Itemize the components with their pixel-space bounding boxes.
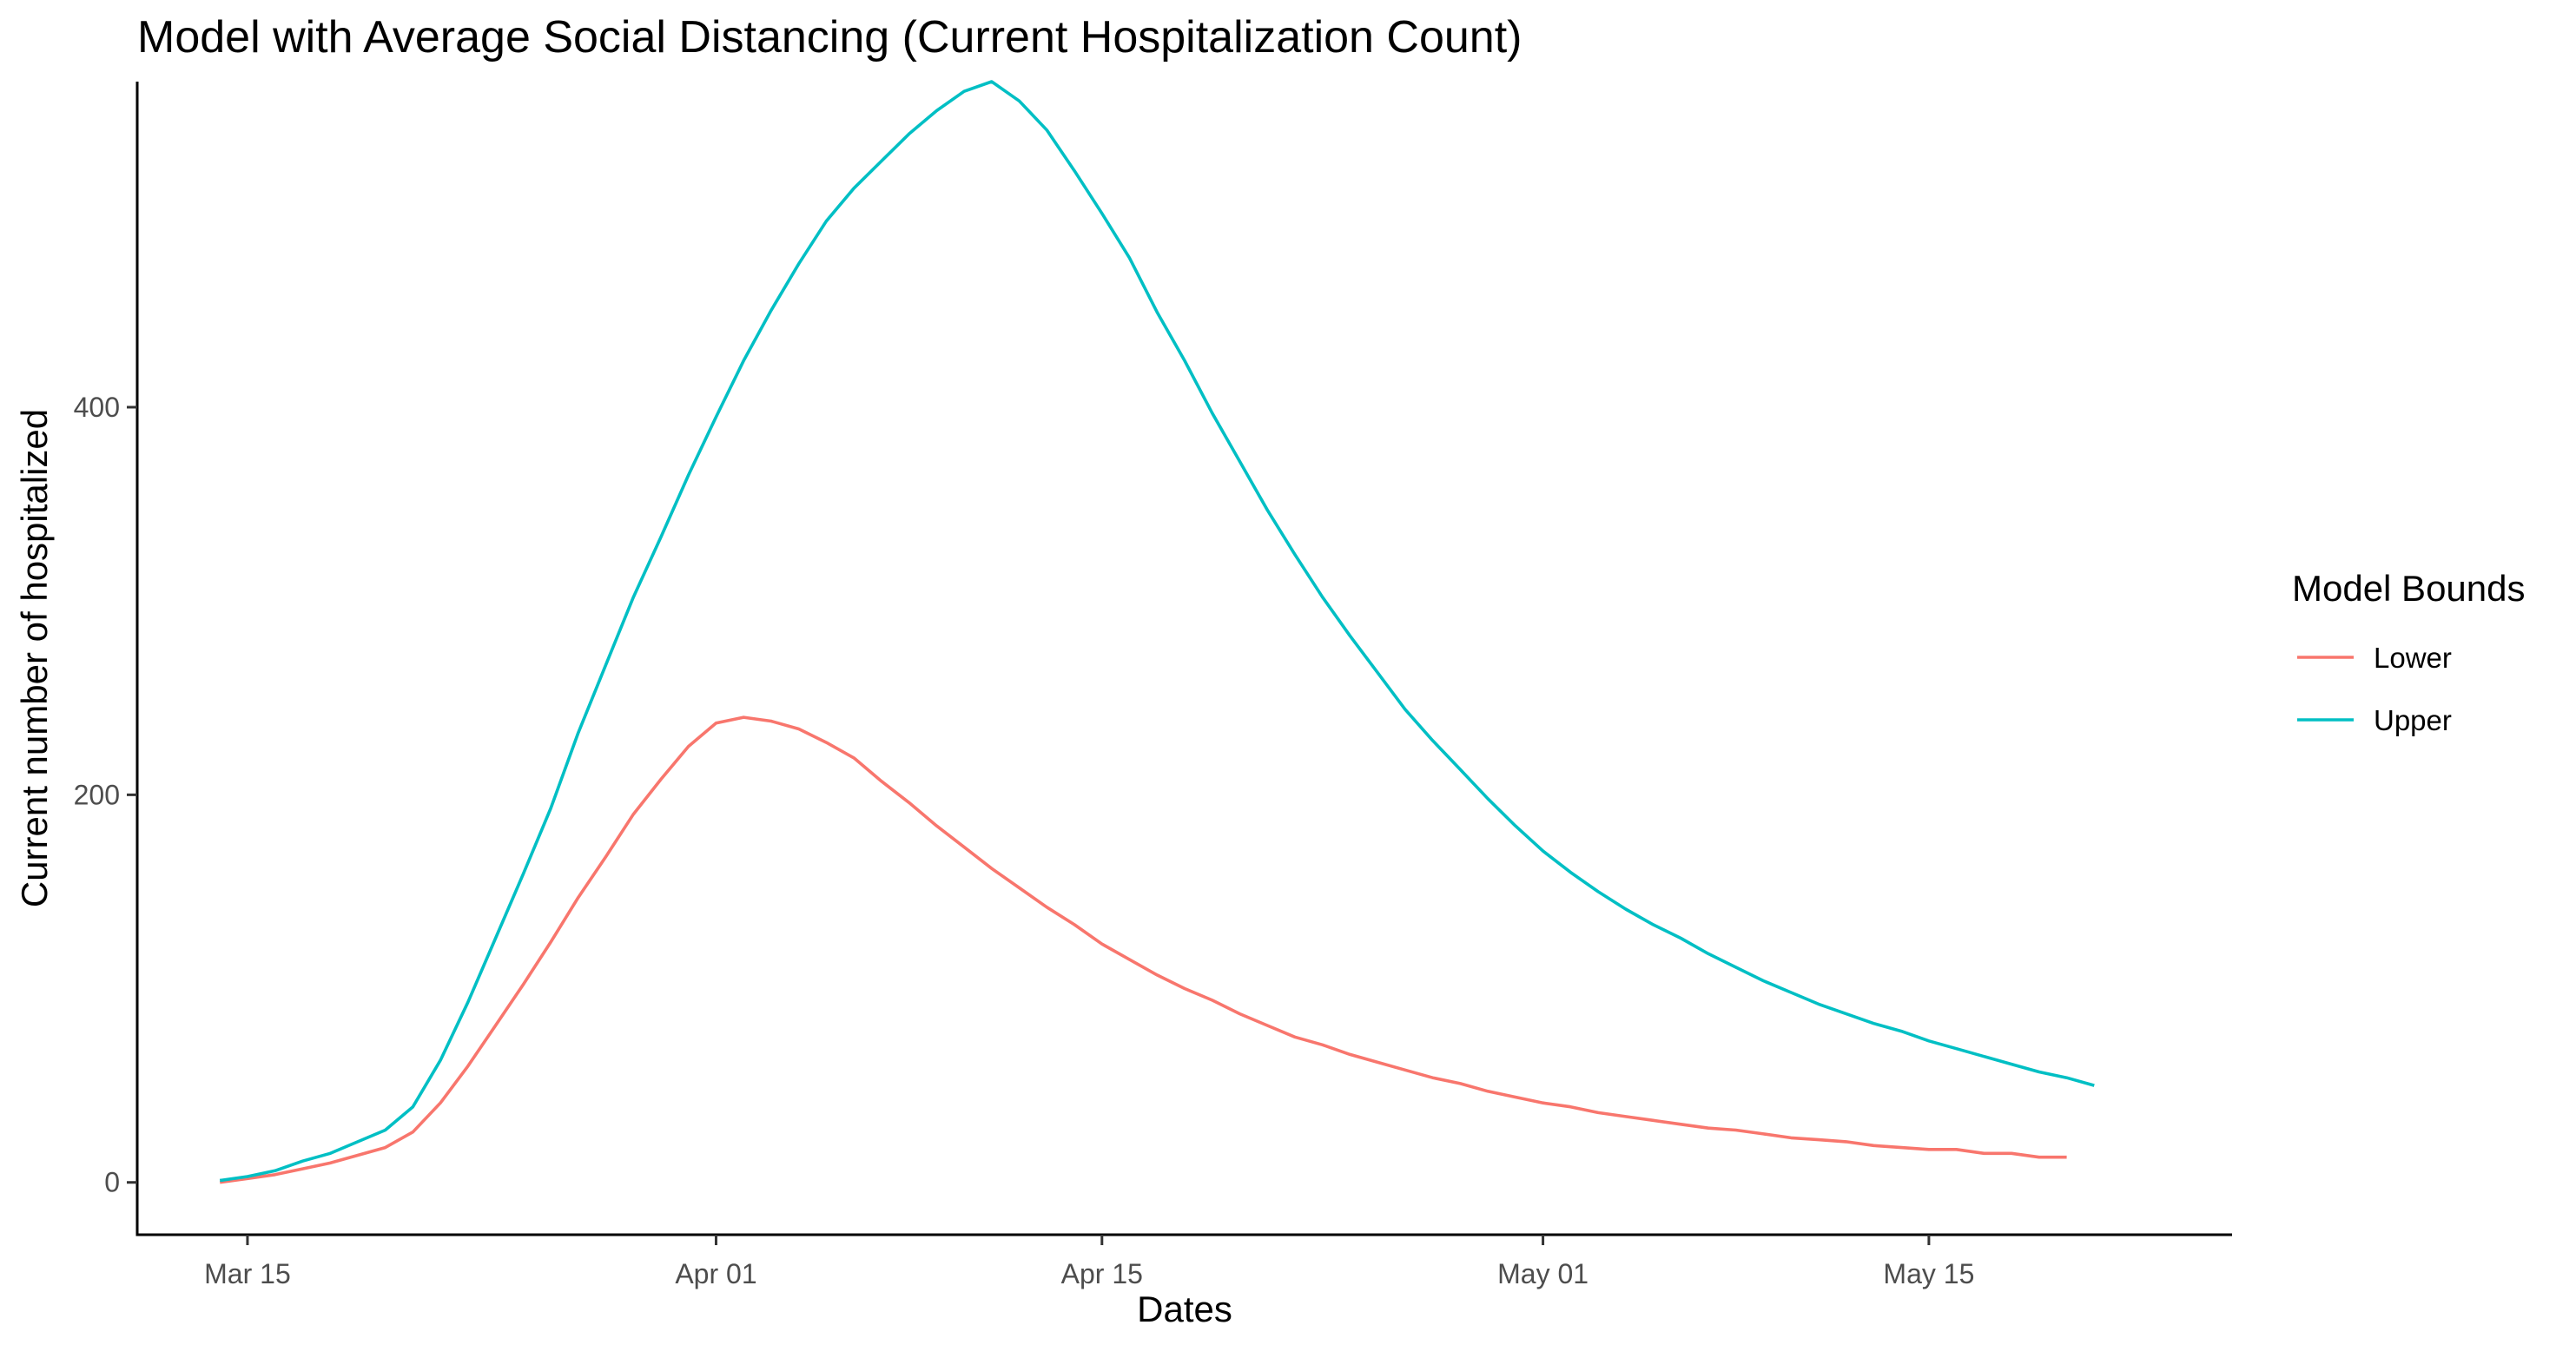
x-tick-label: Mar 15 xyxy=(204,1258,291,1289)
x-tick-label: Apr 15 xyxy=(1061,1258,1143,1289)
x-tick-label: May 15 xyxy=(1883,1258,1974,1289)
y-axis-title: Current number of hospitalized xyxy=(14,409,55,907)
x-tick-label: Apr 01 xyxy=(675,1258,756,1289)
y-tick-label: 0 xyxy=(104,1167,120,1198)
legend-title: Model Bounds xyxy=(2292,568,2526,609)
x-axis-ticks: Mar 15 Apr 01 Apr 15 May 01 May 15 xyxy=(204,1235,1974,1289)
legend-items: Lower Upper xyxy=(2297,642,2452,736)
legend: Model Bounds Lower Upper xyxy=(2292,568,2526,736)
legend-label-lower: Lower xyxy=(2374,642,2452,674)
chart-title: Model with Average Social Distancing (Cu… xyxy=(137,12,1522,63)
x-tick-label: May 01 xyxy=(1497,1258,1589,1289)
y-tick-label: 200 xyxy=(74,779,120,810)
legend-label-upper: Upper xyxy=(2374,704,2452,736)
plot-area: Mar 15 Apr 01 Apr 15 May 01 May 15 0 200 400 xyxy=(74,80,2232,1289)
series-line-lower xyxy=(219,715,2067,1184)
series-lines xyxy=(219,80,2095,1184)
x-axis-title: Dates xyxy=(1137,1289,1232,1329)
series-line-upper xyxy=(219,80,2095,1183)
y-tick-label: 400 xyxy=(74,392,120,423)
y-axis-ticks: 0 200 400 xyxy=(74,392,137,1198)
